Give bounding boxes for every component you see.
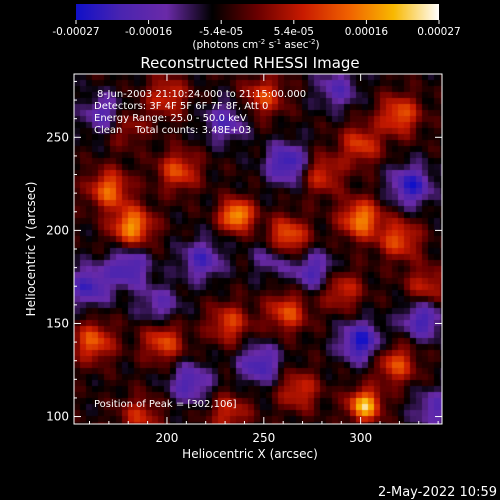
colorbar-tick-label: 0.00016 bbox=[345, 26, 389, 38]
info-line-time: 8-Jun-2003 21:10:24.000 to 21:15:00.000 bbox=[97, 89, 306, 100]
info-line-clean: Clean Total counts: 3.48E+03 bbox=[94, 125, 251, 136]
x-axis-label: Heliocentric X (arcsec) bbox=[182, 447, 318, 461]
y-tick-label: 100 bbox=[46, 410, 69, 424]
x-tick-label: 300 bbox=[349, 431, 372, 445]
colorbar-tick-label: -0.00027 bbox=[52, 26, 99, 38]
y-tick-label: 250 bbox=[46, 130, 69, 144]
colorbar-tick-label: 0.00027 bbox=[417, 26, 460, 38]
y-axis-label: Heliocentric Y (arcsec) bbox=[24, 182, 38, 317]
colorbar: -0.00027 -0.00016 -5.4e-05 5.4e-05 0.00016 0.… bbox=[52, 4, 461, 51]
info-line-detectors: Detectors: 3F 4F 5F 6F 7F 8F, Att 0 bbox=[94, 101, 268, 112]
timestamp: 2-May-2022 10:59 bbox=[378, 485, 497, 500]
x-tick-label: 250 bbox=[252, 431, 275, 445]
y-tick-label: 200 bbox=[46, 223, 69, 237]
colorbar-tick-label: -0.00016 bbox=[125, 26, 173, 38]
info-line-energy: Energy Range: 25.0 - 50.0 keV bbox=[94, 113, 247, 124]
x-tick-label: 200 bbox=[156, 431, 179, 445]
heatmap-image bbox=[74, 74, 442, 424]
peak-label: Position of Peak = [302,106] bbox=[94, 399, 237, 410]
colorbar-unit: (photons cm-2 s-1 asec-2) bbox=[192, 38, 319, 51]
colorbar-tick-label: 5.4e-05 bbox=[274, 26, 314, 38]
y-tick-label: 150 bbox=[46, 316, 69, 330]
chart-title: Reconstructed RHESSI Image bbox=[140, 54, 359, 72]
colorbar-tick-label: -5.4e-05 bbox=[199, 26, 243, 38]
colorbar-gradient bbox=[76, 4, 439, 20]
info-block: 8-Jun-2003 21:10:24.000 to 21:15:00.000 … bbox=[94, 89, 306, 136]
